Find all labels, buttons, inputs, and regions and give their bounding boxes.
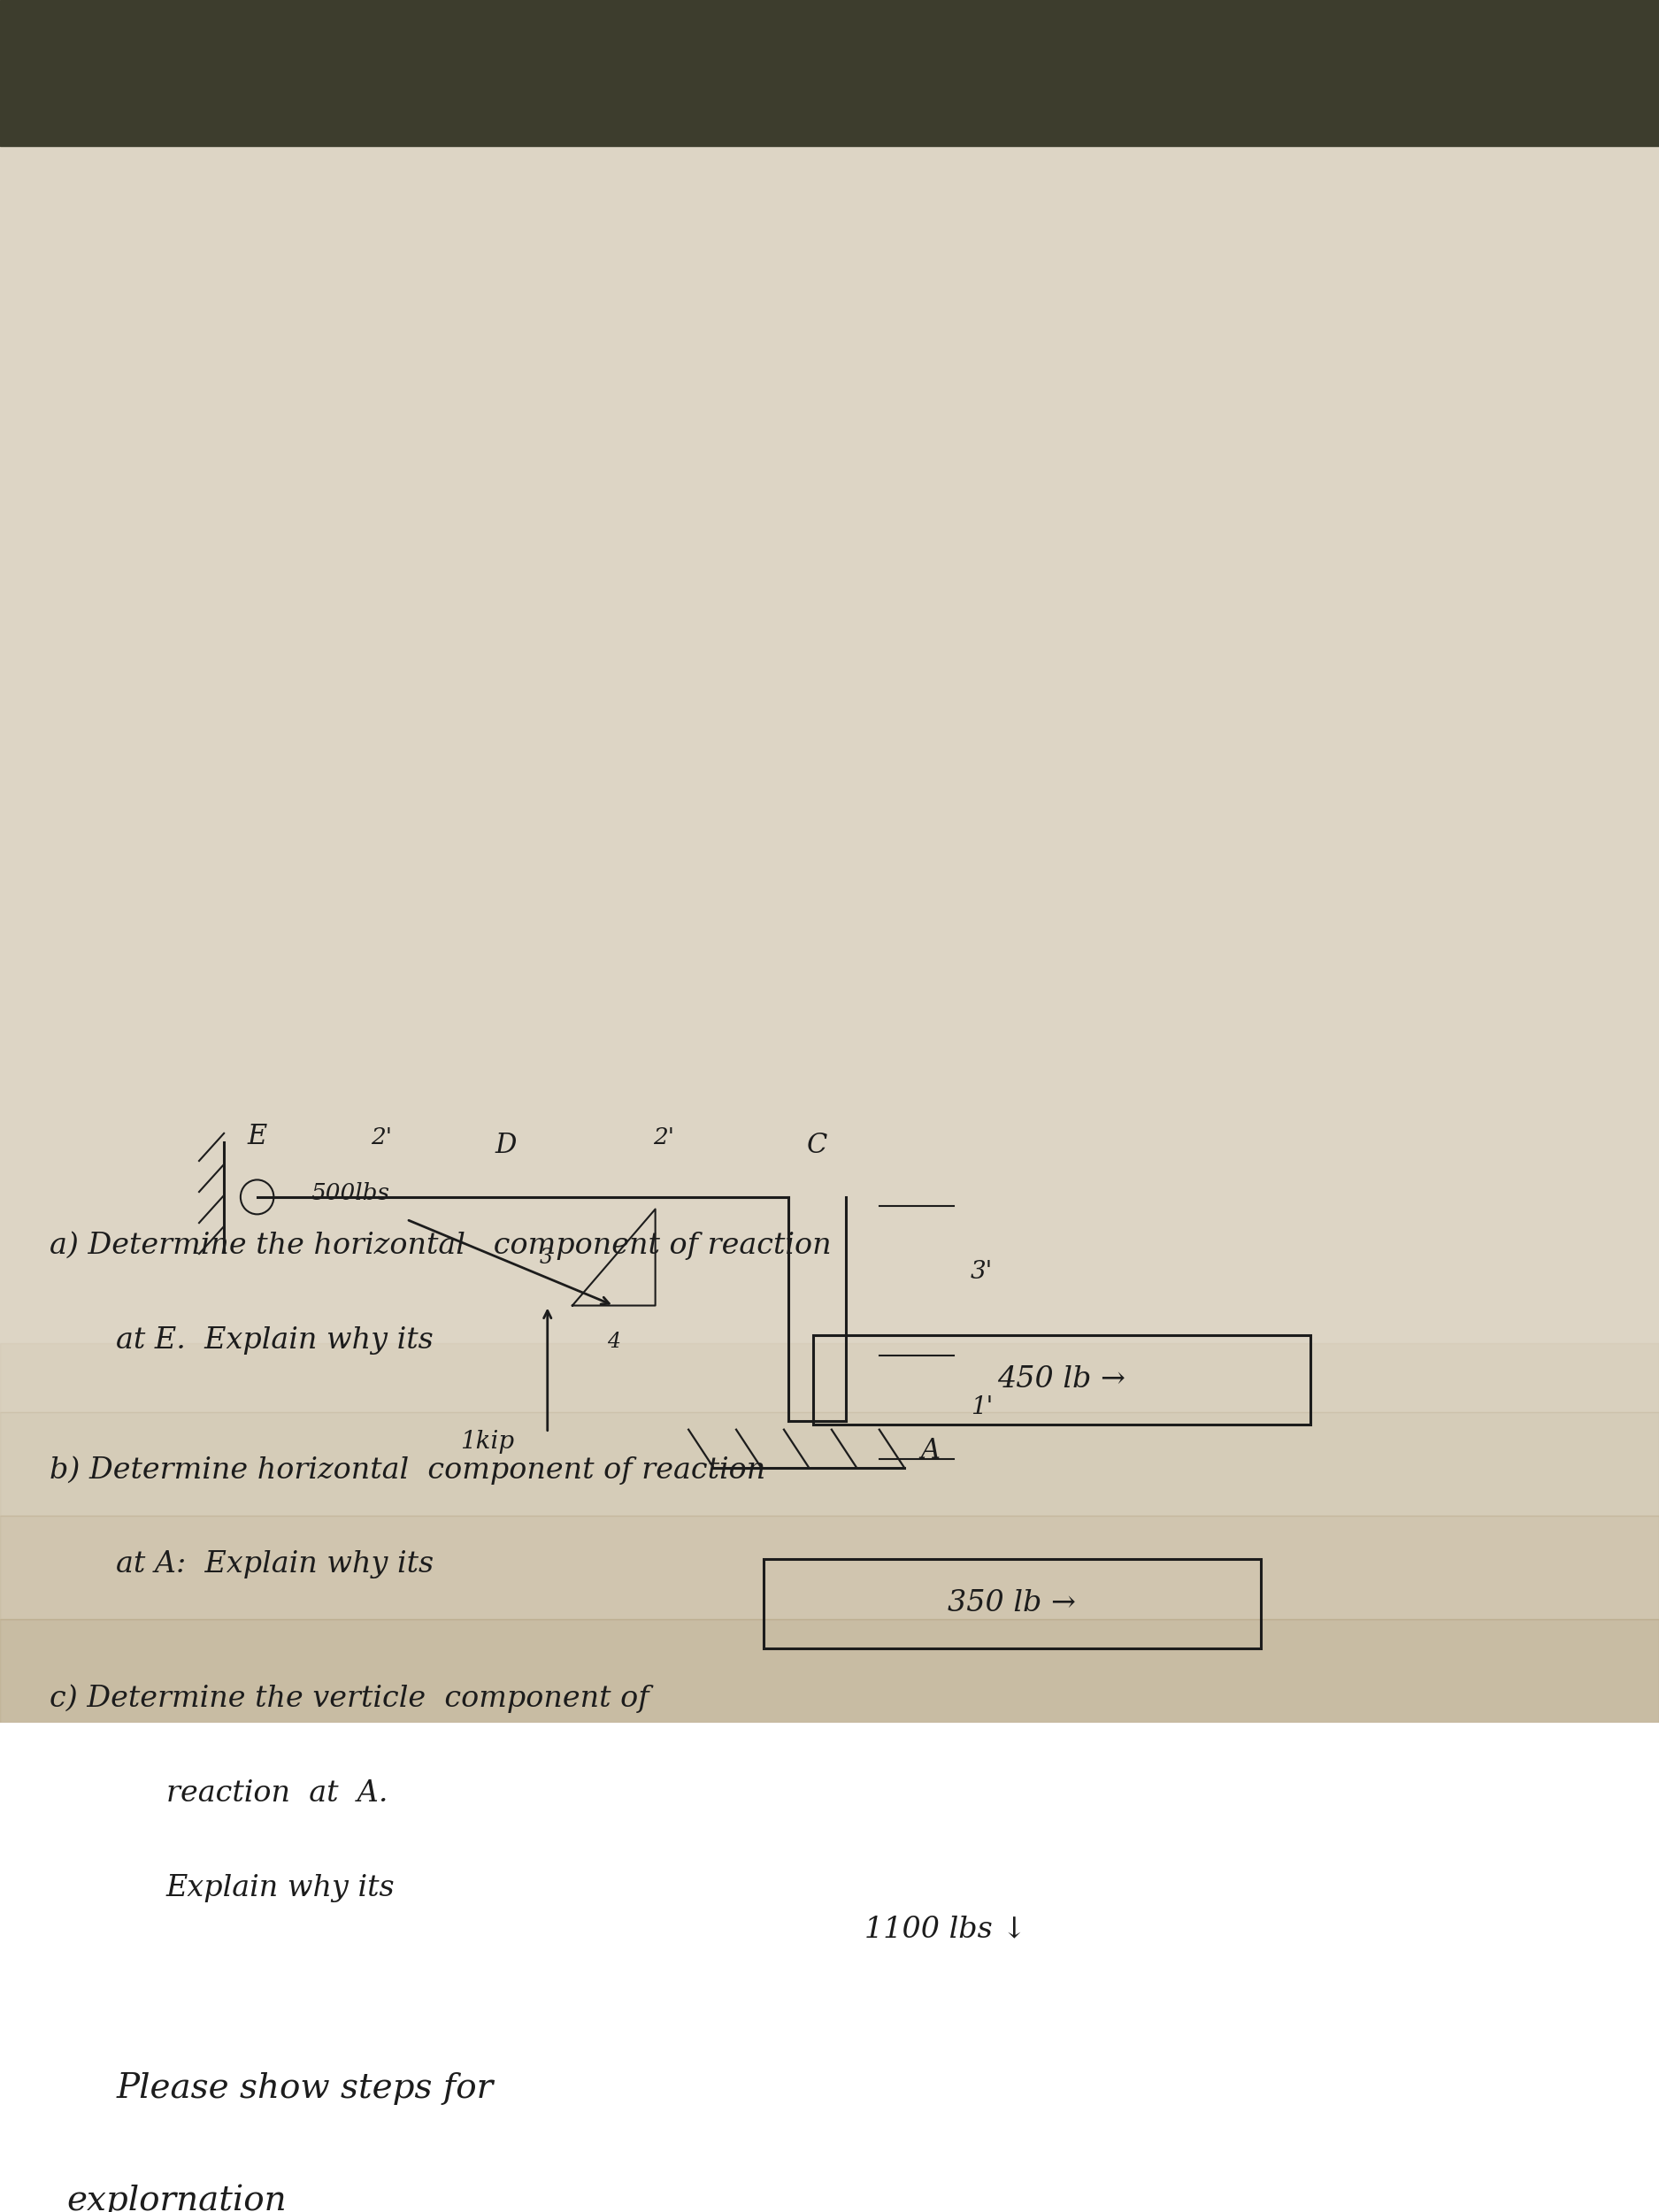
Bar	[0, 0, 1659, 146]
Bar	[0, 1619, 1659, 1723]
Text: D: D	[494, 1133, 518, 1159]
Text: 2': 2'	[654, 1126, 674, 1148]
Bar	[630, 1882, 1261, 1978]
Text: 1kip: 1kip	[460, 1429, 514, 1453]
Text: 500lbs: 500lbs	[312, 1183, 390, 1206]
Text: Explain why its: Explain why its	[166, 1874, 395, 1902]
Bar	[0, 1688, 1659, 1723]
Text: C: C	[806, 1133, 828, 1159]
Text: at E.  Explain why its: at E. Explain why its	[116, 1327, 433, 1354]
Text: reaction  at  A.: reaction at A.	[166, 1778, 388, 1807]
Text: 1100 lbs ↓: 1100 lbs ↓	[864, 1916, 1027, 1942]
Bar	[0, 0, 1659, 146]
Text: 450 lb →: 450 lb →	[997, 1365, 1126, 1394]
Bar	[813, 1334, 1311, 1425]
Text: E: E	[247, 1124, 267, 1150]
Text: 2': 2'	[372, 1126, 392, 1148]
Text: 1': 1'	[971, 1396, 992, 1420]
Bar	[0, 1411, 1659, 1515]
Text: A: A	[921, 1436, 941, 1464]
Text: b) Determine horizontal  component of reaction: b) Determine horizontal component of rea…	[50, 1455, 766, 1484]
Text: a) Determine the horizontal   component of reaction: a) Determine the horizontal component of…	[50, 1232, 831, 1261]
Text: c) Determine the verticle  component of: c) Determine the verticle component of	[50, 1686, 649, 1714]
Text: Please show steps for: Please show steps for	[116, 2073, 493, 2106]
Text: at A:  Explain why its: at A: Explain why its	[116, 1551, 435, 1579]
Text: explornation: explornation	[66, 2183, 287, 2212]
Bar	[0, 1515, 1659, 1619]
Bar	[763, 1559, 1261, 1648]
Text: 3: 3	[539, 1248, 552, 1267]
Text: 350 lb →: 350 lb →	[947, 1590, 1077, 1617]
Bar	[0, 1343, 1659, 1411]
Text: 4: 4	[607, 1332, 620, 1352]
Text: 3': 3'	[971, 1261, 992, 1283]
